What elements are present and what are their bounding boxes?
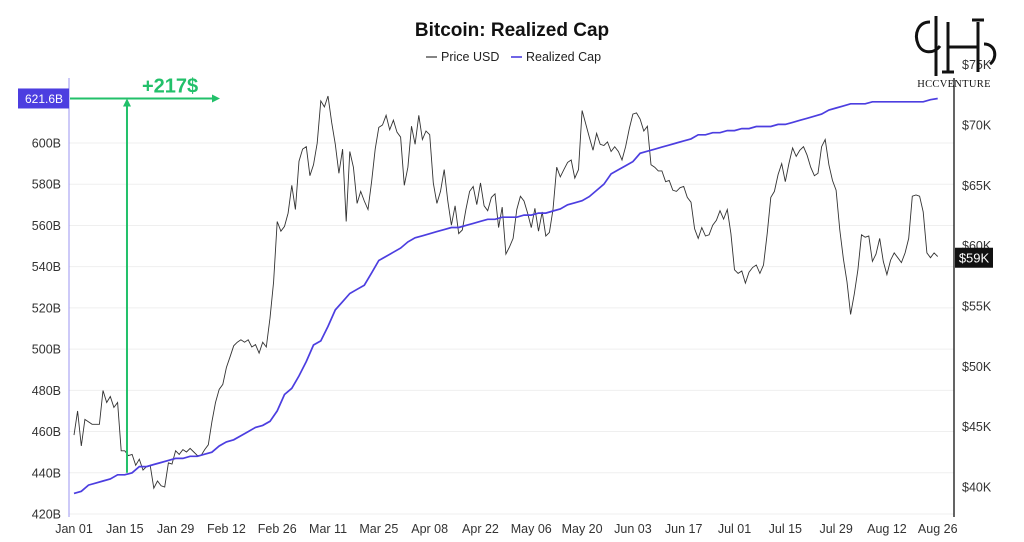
logo-mark [915,16,997,76]
x-tick-label: Jun 17 [665,522,703,536]
left-value-tag: 621.6B [18,88,69,109]
left-tick-label: 480B [32,384,61,398]
x-tick-label: May 20 [562,522,603,536]
brand-logo: HCCVENTURE [915,16,997,90]
left-value-tag-bg [18,88,69,109]
right-tick-label: $40K [962,481,992,495]
x-tick-label: Apr 22 [462,522,499,536]
x-axis-ticks: Jan 01 Jan 15 Jan 29 Feb 12 Feb 26 Mar 11 Mar … [55,522,957,536]
left-value-tag-text: 621.6B [25,92,63,106]
legend-label-price: Price USD [441,50,499,64]
left-tick-label: 600B [32,137,61,151]
left-tick-label: 460B [32,425,61,439]
right-axis-ticks: $40K$45K$50K$55K$60K$65K$70K$75K [962,58,992,494]
legend: Price USD Realized Cap [426,50,601,64]
right-tick-label: $70K [962,119,992,133]
left-tick-label: 580B [32,178,61,192]
left-tick-label: 420B [32,508,61,522]
right-value-tag-text: $59K [959,251,990,266]
left-tick-label: 560B [32,219,61,233]
x-tick-label: Mar 25 [359,522,398,536]
x-tick-label: Jan 29 [157,522,195,536]
chart-title: Bitcoin: Realized Cap [415,20,609,41]
x-tick-label: Feb 26 [258,522,297,536]
x-tick-label: Apr 08 [411,522,448,536]
series-line-realized-cap [73,97,938,495]
gain-annotation: +217$ [70,75,220,473]
left-tick-label: 540B [32,260,61,274]
x-tick-label: Jan 01 [55,522,93,536]
series-line-price-usd [73,95,939,490]
gain-label: +217$ [142,75,198,97]
gridlines [69,142,954,515]
right-tick-label: $55K [962,300,992,314]
right-value-tag: $59K [955,247,993,268]
right-value-tag-bg [955,247,993,268]
x-tick-label: Aug 26 [918,522,958,536]
right-tick-label: $45K [962,420,992,434]
left-axis-ticks: 420B 440B 460B 480B 500B 520B 540B 560B 580B 600B [32,137,61,522]
x-tick-label: Feb 12 [207,522,246,536]
x-tick-label: Jun 03 [614,522,652,536]
x-tick-label: Jan 15 [106,522,144,536]
x-tick-label: Mar 11 [309,522,347,536]
x-tick-label: May 06 [511,522,552,536]
x-tick-label: Jul 15 [769,522,802,536]
logo-text: HCCVENTURE [917,79,991,90]
left-tick-label: 520B [32,301,61,315]
right-tick-label: $50K [962,360,992,374]
left-tick-label: 440B [32,466,61,480]
x-tick-label: Jul 29 [819,522,852,536]
x-tick-label: Aug 12 [867,522,907,536]
x-tick-label: Jul 01 [718,522,751,536]
left-tick-label: 500B [32,343,61,357]
legend-label-realized: Realized Cap [526,50,601,64]
right-tick-label: $65K [962,179,992,193]
